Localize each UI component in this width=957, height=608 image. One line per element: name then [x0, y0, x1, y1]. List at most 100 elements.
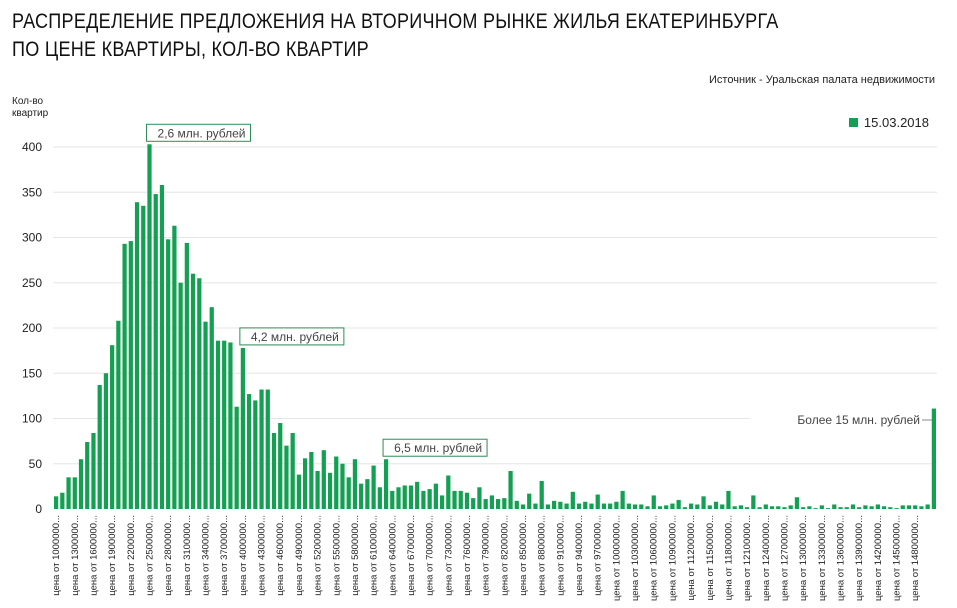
- bar: [439, 495, 445, 509]
- bar: [533, 503, 538, 509]
- bar: [97, 385, 102, 509]
- bar: [228, 342, 233, 509]
- bar: [421, 490, 426, 509]
- bar: [128, 241, 133, 509]
- bar: [832, 504, 837, 509]
- bar: [327, 472, 333, 509]
- bar: [271, 432, 277, 509]
- bar: [402, 485, 407, 509]
- bar: [246, 394, 252, 509]
- bar: [458, 490, 463, 509]
- bar: [664, 505, 669, 509]
- bar: [527, 493, 532, 509]
- bar: [589, 503, 594, 509]
- bar: [676, 499, 681, 509]
- bar: [359, 483, 364, 509]
- x-tick-label: цена от 2500000...: [144, 515, 155, 596]
- bar: [601, 503, 607, 509]
- x-tick-label: цена от 5800000...: [350, 515, 361, 596]
- bar: [103, 373, 109, 509]
- bar: [713, 501, 719, 509]
- bar: [116, 320, 121, 509]
- bar: [234, 406, 239, 509]
- x-tick-label: цена от 5200000...: [313, 515, 324, 596]
- bar: [801, 507, 806, 509]
- bar: [819, 505, 824, 509]
- x-tick-label: цена от 7300000...: [443, 515, 454, 596]
- bar: [863, 505, 868, 509]
- bar: [141, 205, 146, 509]
- bar: [632, 504, 638, 509]
- bar: [869, 506, 874, 509]
- x-tick-label: цена от 9400000...: [574, 515, 585, 596]
- bar: [489, 495, 494, 509]
- x-tick-label: цена от 13300000...: [817, 515, 828, 601]
- bar: [608, 503, 613, 509]
- x-tick-label: цена от 10300000...: [630, 515, 641, 601]
- bar: [122, 243, 127, 509]
- x-tick-label: цена от 10000000...: [611, 515, 622, 601]
- bar: [894, 508, 899, 509]
- bar: [72, 477, 77, 509]
- x-tick-label: цена от 12100000...: [742, 515, 753, 601]
- bar: [303, 458, 308, 509]
- bar: [738, 505, 744, 509]
- bar: [147, 144, 152, 509]
- x-tick-label: цена от 8500000...: [518, 515, 529, 596]
- bar: [751, 495, 756, 509]
- bar: [340, 463, 345, 509]
- bar: [857, 507, 862, 509]
- bar: [595, 494, 600, 509]
- bar: [695, 504, 700, 509]
- x-tick-label: цена от 2800000...: [163, 515, 174, 596]
- bar: [240, 347, 245, 509]
- bar: [514, 500, 519, 509]
- bar: [296, 474, 302, 509]
- bar: [408, 485, 414, 509]
- bar: [570, 491, 575, 509]
- bar: [321, 450, 326, 509]
- bar: [645, 506, 650, 509]
- bar: [881, 506, 887, 509]
- x-tick-label: цена от 9700000...: [593, 515, 604, 596]
- bar: [166, 239, 171, 509]
- bar: [278, 423, 283, 509]
- annotation-box: [382, 438, 488, 457]
- bar: [259, 389, 264, 509]
- bar: [776, 506, 781, 509]
- x-tick-label: цена от 3400000...: [201, 515, 212, 596]
- x-tick-label: цена от 9100000...: [555, 515, 566, 596]
- x-tick-label: цена от 7600000...: [462, 515, 473, 596]
- bar: [184, 242, 189, 509]
- bar: [377, 487, 382, 509]
- bar: [807, 506, 812, 509]
- bar: [496, 499, 501, 509]
- x-tick-label: цена от 4900000...: [294, 515, 305, 596]
- x-tick-label: цена от 1000000...: [51, 515, 62, 596]
- bar: [427, 489, 432, 509]
- annotation-label: 6,5 млн. рублей: [394, 441, 482, 455]
- bar: [172, 225, 177, 510]
- x-tick-label: цена от 7900000...: [481, 515, 492, 596]
- x-tick-label: цена от 13000000...: [798, 515, 809, 601]
- bar: [284, 445, 289, 509]
- x-tick-label: цена от 6400000...: [387, 515, 398, 596]
- y-tick-label: 200: [22, 321, 42, 335]
- bar: [651, 495, 656, 509]
- bar: [888, 507, 893, 509]
- bar: [913, 505, 918, 509]
- bar: [91, 432, 96, 509]
- bar: [508, 470, 513, 509]
- bar: [54, 496, 59, 509]
- x-tick-label: цена от 13900000...: [854, 515, 865, 601]
- bar: [483, 499, 488, 509]
- x-tick-label: цена от 1300000...: [70, 515, 81, 596]
- bar: [396, 487, 401, 509]
- y-tick-label: 100: [22, 412, 42, 426]
- bar: [190, 273, 196, 509]
- bar: [576, 503, 582, 509]
- annotation-box: [239, 327, 345, 346]
- bar: [614, 501, 619, 509]
- bar: [452, 490, 457, 509]
